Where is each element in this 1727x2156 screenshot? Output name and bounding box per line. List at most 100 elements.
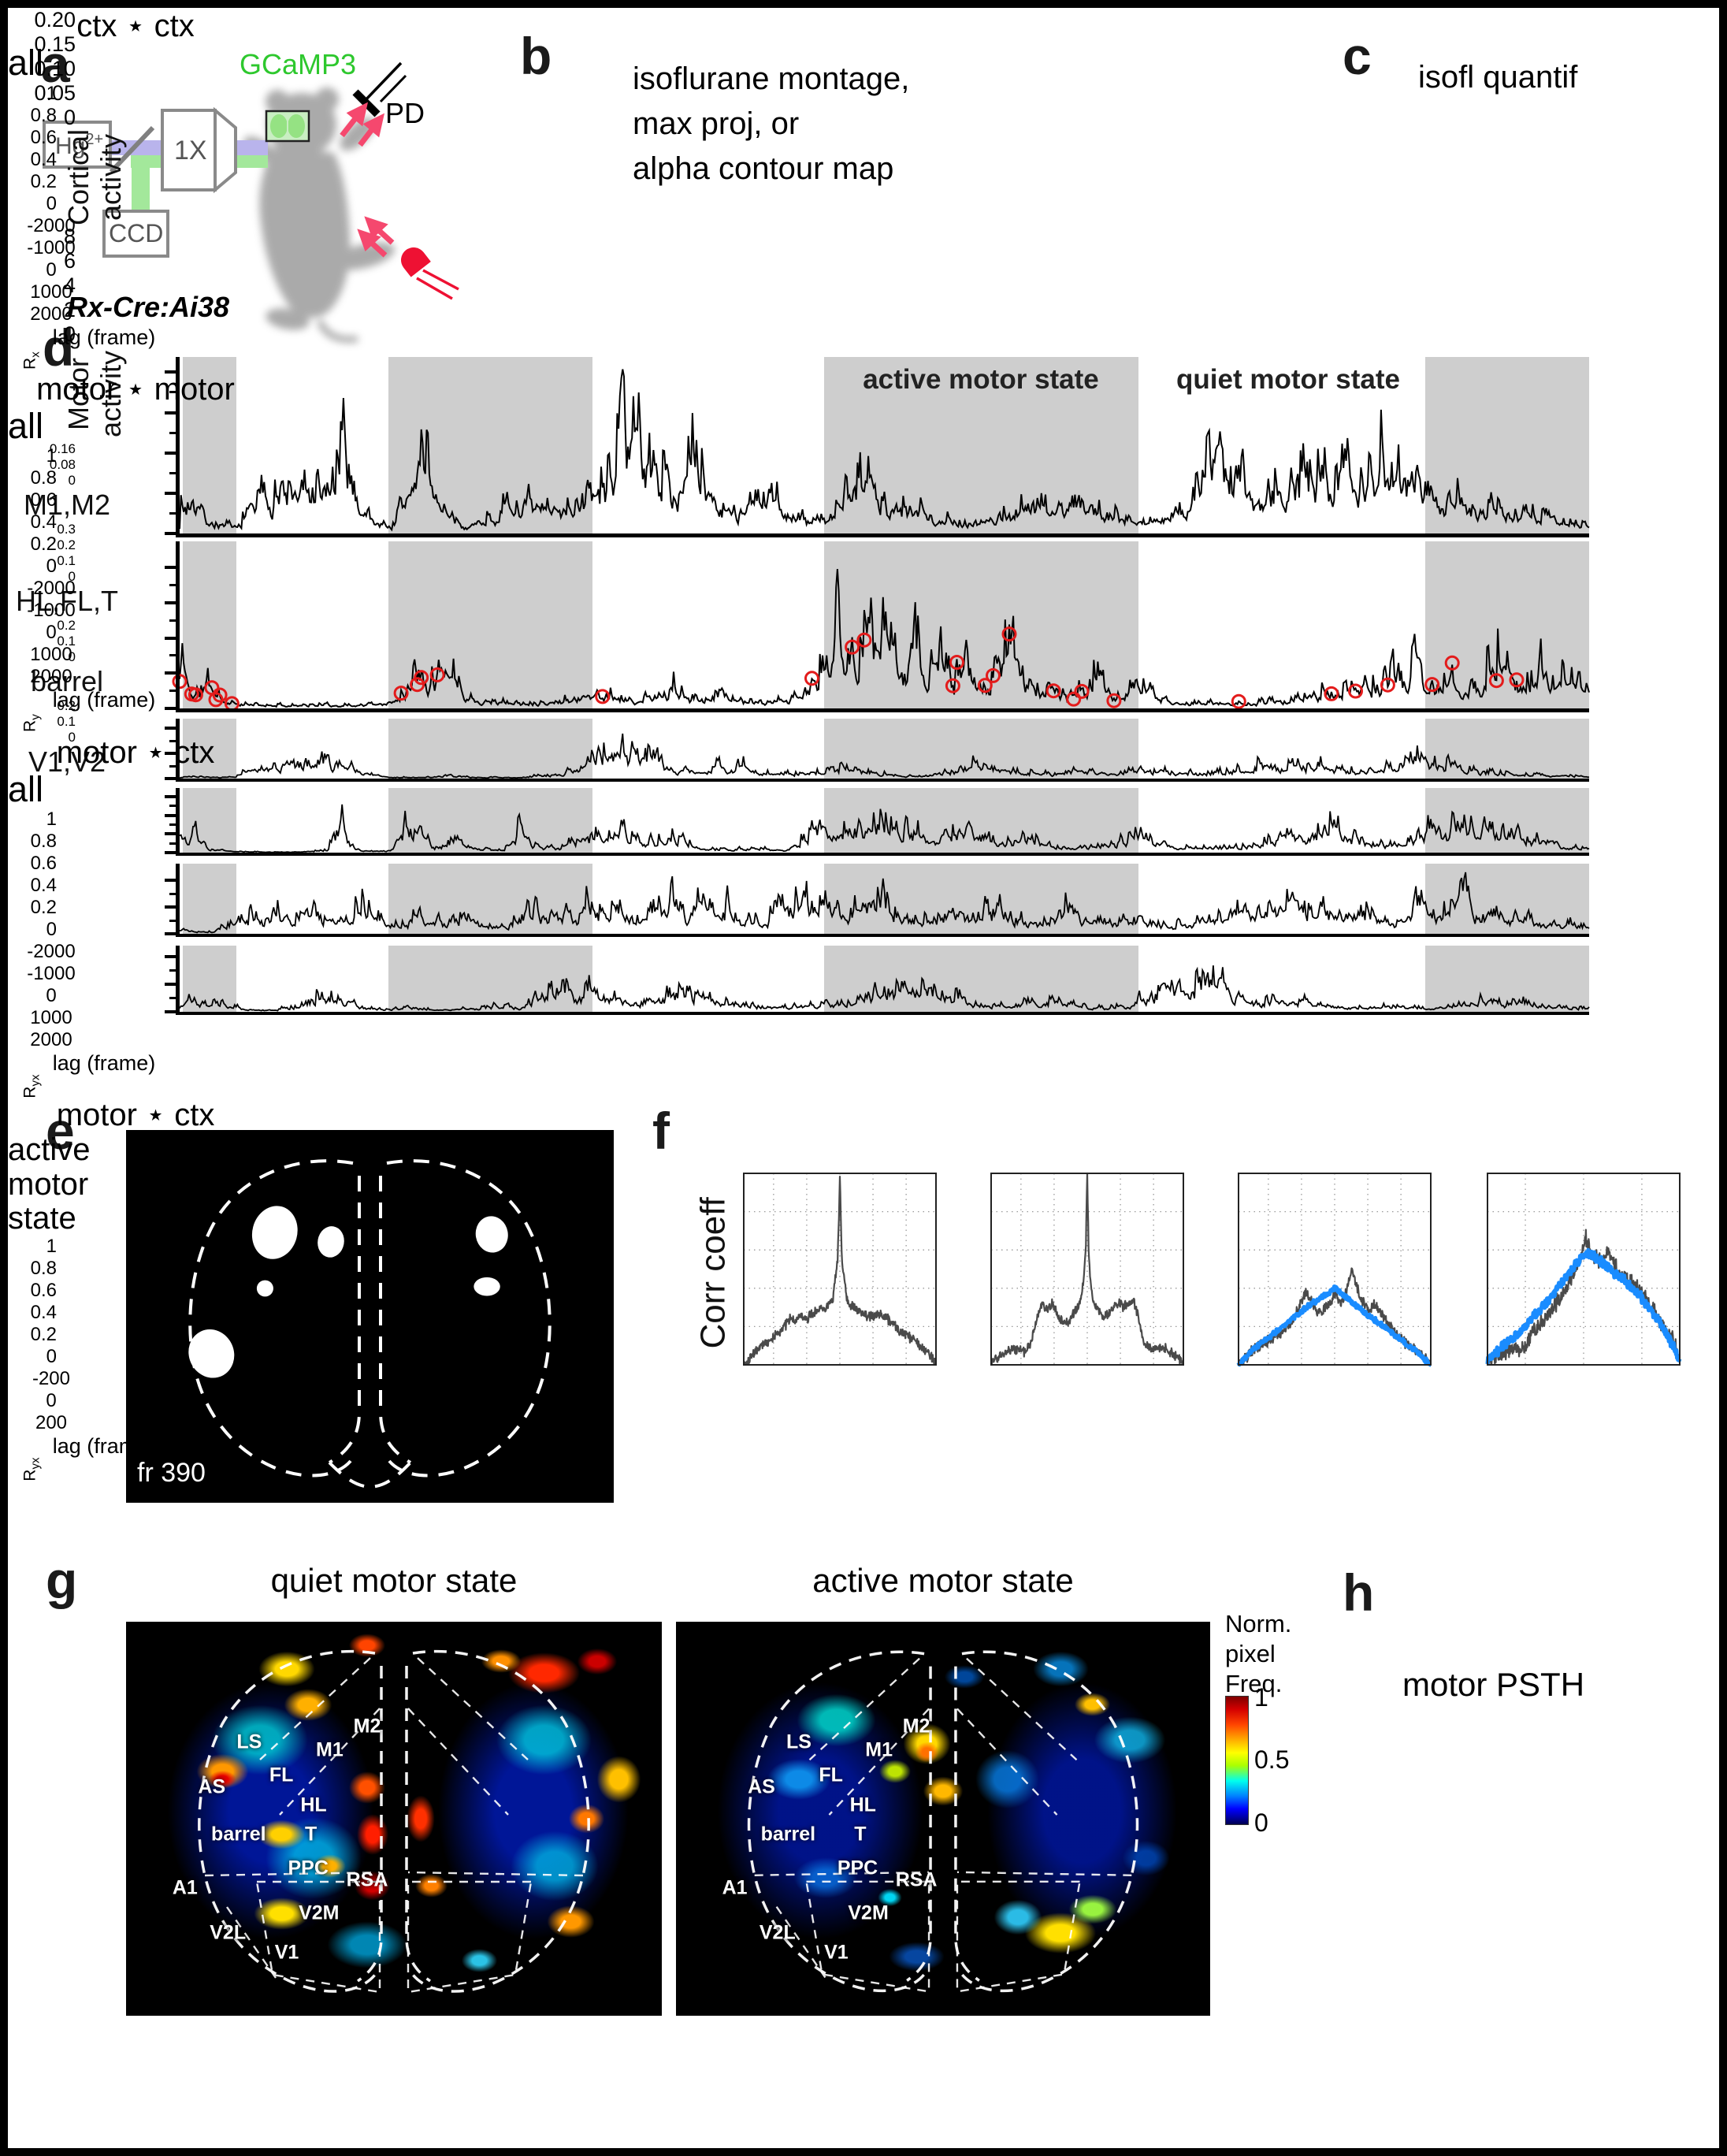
ccd-label: CCD xyxy=(109,219,163,247)
f-ytick-1-5: 0 xyxy=(46,556,57,578)
ytick-cortical-3 xyxy=(165,491,177,495)
reflected-light-arrows-led xyxy=(357,216,395,258)
heat-blob-quiet-17 xyxy=(243,1891,319,1935)
region-label-active-rsa: RSA xyxy=(895,1868,938,1890)
panel-b-letter: b xyxy=(520,27,552,85)
x-axis-motor xyxy=(176,708,1589,712)
setup-schematic: Hg2+ 1X CCD GCaMP3 PD xyxy=(43,48,459,343)
region-label-quiet-v2l: V2L xyxy=(210,1921,247,1944)
cranial-window xyxy=(265,110,310,143)
mask-blob-4 xyxy=(475,1216,508,1253)
region-label-quiet-m2: M2 xyxy=(353,1715,381,1737)
region-label-quiet-ppc: PPC xyxy=(288,1857,329,1879)
objective-label: 1X xyxy=(174,136,207,165)
panel-h-letter: h xyxy=(1343,1563,1375,1622)
colorbar-title: Norm. pixel Freq. xyxy=(1225,1610,1292,1697)
reflected-light-arrows-pd xyxy=(340,102,385,147)
region-label-active-ppc: PPC xyxy=(837,1857,878,1879)
brain-outline-quiet xyxy=(198,1649,590,1994)
f-ytick-1-1: 0.8 xyxy=(30,467,57,489)
dichroic-mirror xyxy=(109,125,155,174)
ytick-minor-motor-1 xyxy=(169,619,177,622)
ytick-cortical-1 xyxy=(165,411,177,414)
mask-blob-0 xyxy=(251,1206,298,1259)
row-label-v1v2: V1,V2 xyxy=(28,745,106,778)
heat-blob-active-3 xyxy=(756,1752,842,1807)
active-map-title: active motor state xyxy=(812,1562,1074,1599)
f-ytick-3-3: 0.4 xyxy=(30,1301,57,1323)
f-r-label-1: Ry xyxy=(20,714,43,733)
heat-blob-quiet-4 xyxy=(479,1693,608,1787)
heat-blob-active-18 xyxy=(986,1894,1050,1941)
heat-blob-quiet-6 xyxy=(314,1913,421,1976)
region-label-quiet-v1: V1 xyxy=(274,1941,299,1964)
ytick-label-m1m2-1: 0.08 xyxy=(49,457,76,472)
objective-box xyxy=(161,109,217,191)
y-axis-cortical xyxy=(176,357,180,535)
ytick-hlflt-2 xyxy=(165,832,177,836)
ytick-cortical-0 xyxy=(165,370,177,374)
colorbar-tick-05: 0.5 xyxy=(1254,1745,1290,1774)
ytick-motor-1 xyxy=(165,600,177,604)
panel-b-text: isoflurane montage, max proj, or alpha c… xyxy=(633,57,909,191)
heat-blob-quiet-18 xyxy=(402,1787,440,1850)
brain-outline-active xyxy=(747,1650,1139,1993)
f-xtick-3-0: -200 xyxy=(32,1367,71,1389)
row-label-barrel: barrel xyxy=(30,665,104,697)
shaded-band-m1m2-1 xyxy=(388,719,593,779)
ytick-label-m1m2-0: 0.16 xyxy=(49,441,76,456)
f-xlabel-1: lag (frame) xyxy=(52,688,156,712)
shaded-band-barrel-1 xyxy=(388,864,593,934)
heat-blob-quiet-9 xyxy=(276,1682,340,1727)
ytick-label-barrel-2: 0 xyxy=(68,649,76,664)
colorbar-gradient xyxy=(1225,1696,1249,1825)
ytick-minor-motor-2 xyxy=(169,654,177,657)
ytick-label-barrel-1: 0.1 xyxy=(57,634,76,649)
f-ytick-1-3: 0.4 xyxy=(30,511,57,533)
heatmap-active-motor-state: LS M2 M1 FL AS HL barrel T PPC RSA A1 V2M V2L V1 xyxy=(676,1622,1210,2016)
f-xtick-2-4: 2000 xyxy=(30,1029,72,1051)
colorbar-tick-1: 1 xyxy=(1254,1683,1268,1712)
heat-blob-quiet-23 xyxy=(589,1748,648,1811)
mask-blob-3 xyxy=(188,1329,235,1378)
panel-b-line3: alpha contour map xyxy=(633,151,894,186)
f-xtick-2-0: -2000 xyxy=(27,941,76,963)
panel-b-line1: isoflurane montage, xyxy=(633,61,910,96)
shaded-band-v1v2-0 xyxy=(182,946,236,1012)
emission-beam-green-vertical xyxy=(132,162,150,213)
f-r-label-3: Ryx xyxy=(20,1457,43,1481)
f-xtick-1-2: 0 xyxy=(46,622,57,644)
genotype-label: Rx-Cre:Ai38 xyxy=(67,291,229,323)
f-ytick-2-5: 0 xyxy=(46,919,57,941)
ytick-label-hlflt-2: 0.1 xyxy=(57,553,76,568)
panel-b-line2: max proj, or xyxy=(633,106,800,141)
ytick-minor-hlflt-0 xyxy=(169,805,177,808)
f-plot-1 xyxy=(990,1172,1185,1366)
heatmap-quiet-motor-state: LS M2 M1 FL AS HL barrel T PPC RSA A1 V2M V2L V1 xyxy=(126,1622,662,2016)
active-state-label: active motor state xyxy=(863,364,1099,395)
heat-blob-active-14 xyxy=(1068,1689,1117,1720)
shaded-band-barrel-2 xyxy=(823,864,1138,934)
hg-lamp-label: Hg2+ xyxy=(55,131,103,159)
f-annot-1: all xyxy=(8,405,44,446)
region-label-active-v2l: V2L xyxy=(759,1921,796,1944)
heat-blob-active-6 xyxy=(782,1850,869,1905)
shaded-band-v1v2-2 xyxy=(823,946,1138,1012)
ytick-barrel-0 xyxy=(165,879,177,882)
ytick-hlflt-1 xyxy=(165,813,177,817)
heat-blob-quiet-8 xyxy=(343,1630,392,1661)
f-ytick-1-4: 0.2 xyxy=(30,533,57,556)
ytick-label-hlflt-1: 0.2 xyxy=(57,537,76,552)
region-label-quiet-hl: HL xyxy=(300,1794,327,1816)
ytick-label-m1m2-2: 0 xyxy=(68,473,76,488)
ytick-label-v1v2-0: 0.2 xyxy=(57,698,76,713)
region-label-active-as: AS xyxy=(748,1775,775,1798)
ytick-minor-barrel-0 xyxy=(169,892,177,895)
shaded-band-cortical-1 xyxy=(388,357,593,533)
heat-blob-quiet-22 xyxy=(474,1645,528,1677)
ytick-minor-v1v2-0 xyxy=(169,969,177,972)
ytick-label-barrel-0: 0.2 xyxy=(57,618,76,633)
heat-blob-active-11 xyxy=(911,1738,943,1766)
panel-c-letter: c xyxy=(1343,27,1372,85)
region-label-active-v2m: V2M xyxy=(848,1901,889,1924)
